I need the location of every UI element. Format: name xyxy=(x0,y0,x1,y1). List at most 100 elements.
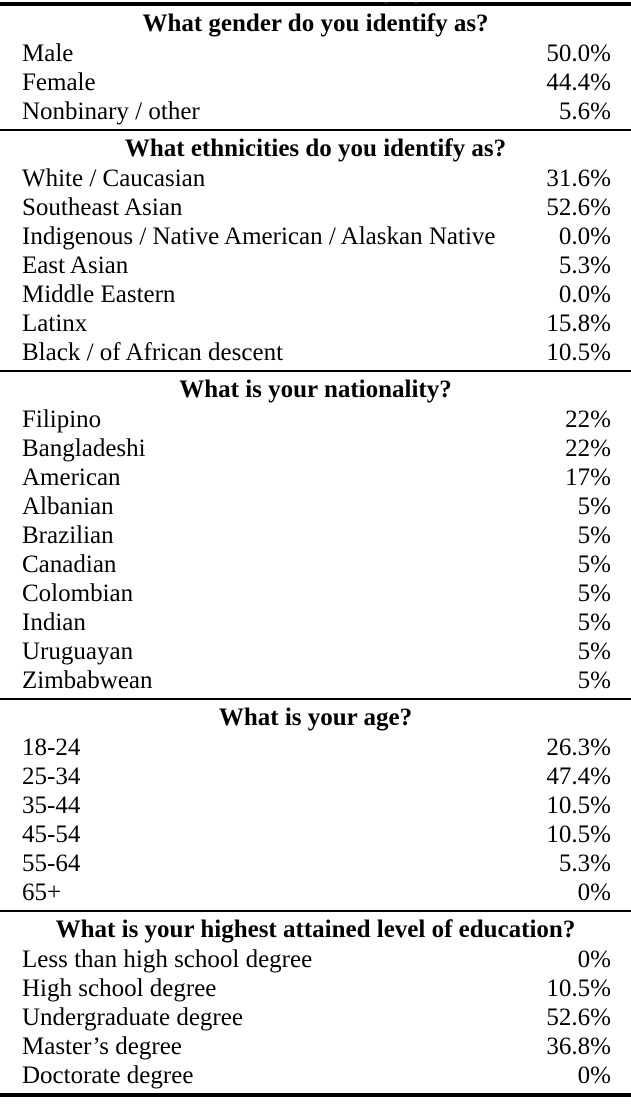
row-label: Bangladeshi xyxy=(22,435,146,462)
row-label: Indian xyxy=(22,609,86,636)
row-value: 5% xyxy=(577,580,611,607)
row-value: 52.6% xyxy=(546,1004,611,1031)
table-section: What gender do you identify as? Male 50.… xyxy=(0,6,631,129)
section-question: What gender do you identify as? xyxy=(142,10,489,37)
table-row: 18-24 26.3% xyxy=(0,733,631,762)
row-label: 25-34 xyxy=(22,763,81,790)
table-row: Less than high school degree 0% xyxy=(0,945,631,974)
row-value: 22% xyxy=(565,435,611,462)
table-row: White / Caucasian 31.6% xyxy=(0,164,631,193)
table-row: Male 50.0% xyxy=(0,39,631,68)
row-label: Uruguayan xyxy=(22,638,134,665)
table-row: American 17% xyxy=(0,463,631,492)
table-bottom-rule xyxy=(0,1093,631,1097)
table-section: What is your nationality? Filipino 22% B… xyxy=(0,372,631,698)
row-value: 47.4% xyxy=(546,763,611,790)
row-value: 17% xyxy=(565,464,611,491)
row-label: Master’s degree xyxy=(22,1033,182,1060)
row-label: Brazilian xyxy=(22,522,114,549)
table-row: Indian 5% xyxy=(0,608,631,637)
row-value: 0% xyxy=(577,1062,611,1089)
table-row: Doctorate degree 0% xyxy=(0,1061,631,1090)
table-row: Female 44.4% xyxy=(0,68,631,97)
table-row: Zimbabwean 5% xyxy=(0,666,631,695)
section-question: What ethnicities do you identify as? xyxy=(124,135,507,162)
row-label: Less than high school degree xyxy=(22,946,313,973)
section-question: What is your age? xyxy=(218,704,413,731)
section-separator-rule xyxy=(0,910,631,912)
row-label: Canadian xyxy=(22,551,117,578)
table-row: Undergraduate degree 52.6% xyxy=(0,1003,631,1032)
table-row: Albanian 5% xyxy=(0,492,631,521)
row-value: 5% xyxy=(577,609,611,636)
row-label: Middle Eastern xyxy=(22,281,176,308)
section-rows: 18-24 26.3% 25-34 47.4% 35-44 10.5% 45-5… xyxy=(0,733,631,907)
section-separator-rule xyxy=(0,698,631,700)
section-question: What is your nationality? xyxy=(179,376,452,403)
table-row: Master’s degree 36.8% xyxy=(0,1032,631,1061)
section-separator-rule xyxy=(0,129,631,131)
row-value: 0.0% xyxy=(558,223,611,250)
caption-descender-mark xyxy=(414,2,418,4)
table-row: 55-64 5.3% xyxy=(0,849,631,878)
table-row: Latinx 15.8% xyxy=(0,309,631,338)
row-value: 5.3% xyxy=(558,252,611,279)
row-value: 31.6% xyxy=(546,165,611,192)
row-label: Undergraduate degree xyxy=(22,1004,243,1031)
section-rows: Less than high school degree 0% High sch… xyxy=(0,945,631,1090)
section-rows: Male 50.0% Female 44.4% Nonbinary / othe… xyxy=(0,39,631,126)
row-label: 35-44 xyxy=(22,792,81,819)
table-row: Filipino 22% xyxy=(0,405,631,434)
row-value: 5% xyxy=(577,522,611,549)
row-value: 10.5% xyxy=(546,339,611,366)
row-label: 65+ xyxy=(22,879,62,906)
row-value: 0% xyxy=(577,946,611,973)
row-value: 26.3% xyxy=(546,734,611,761)
table-row: Brazilian 5% xyxy=(0,521,631,550)
table-row: Black / of African descent 10.5% xyxy=(0,338,631,367)
table-row: 25-34 47.4% xyxy=(0,762,631,791)
table-row: Indigenous / Native American / Alaskan N… xyxy=(0,222,631,251)
row-value: 5.3% xyxy=(558,850,611,877)
table-row: Canadian 5% xyxy=(0,550,631,579)
row-label: High school degree xyxy=(22,975,217,1002)
row-value: 5.6% xyxy=(558,98,611,125)
table-top-rule xyxy=(0,2,631,6)
table-sections-container: What gender do you identify as? Male 50.… xyxy=(0,6,631,1093)
caption-descender-mark xyxy=(384,2,388,4)
row-label: Southeast Asian xyxy=(22,194,183,221)
row-value: 50.0% xyxy=(546,40,611,67)
row-label: Indigenous / Native American / Alaskan N… xyxy=(22,223,496,250)
row-value: 52.6% xyxy=(546,194,611,221)
table-row: East Asian 5.3% xyxy=(0,251,631,280)
row-label: Doctorate degree xyxy=(22,1062,194,1089)
row-label: Albanian xyxy=(22,493,114,520)
table-row: Nonbinary / other 5.6% xyxy=(0,97,631,126)
table-row: 35-44 10.5% xyxy=(0,791,631,820)
row-value: 5% xyxy=(577,667,611,694)
table-section: What is your age? 18-24 26.3% 25-34 47.4… xyxy=(0,700,631,910)
row-label: Colombian xyxy=(22,580,134,607)
row-value: 5% xyxy=(577,551,611,578)
table-section: What is your highest attained level of e… xyxy=(0,912,631,1093)
row-label: American xyxy=(22,464,121,491)
table-row: 65+ 0% xyxy=(0,878,631,907)
table-row: 45-54 10.5% xyxy=(0,820,631,849)
row-value: 36.8% xyxy=(546,1033,611,1060)
row-value: 22% xyxy=(565,406,611,433)
section-separator-rule xyxy=(0,370,631,372)
table-row: High school degree 10.5% xyxy=(0,974,631,1003)
row-value: 44.4% xyxy=(546,69,611,96)
row-label: Filipino xyxy=(22,406,102,433)
row-value: 5% xyxy=(577,638,611,665)
table-section: What ethnicities do you identify as? Whi… xyxy=(0,131,631,370)
table-row: Southeast Asian 52.6% xyxy=(0,193,631,222)
row-value: 10.5% xyxy=(546,821,611,848)
row-label: East Asian xyxy=(22,252,129,279)
row-label: Black / of African descent xyxy=(22,339,284,366)
row-value: 10.5% xyxy=(546,975,611,1002)
table-row: Bangladeshi 22% xyxy=(0,434,631,463)
row-value: 0% xyxy=(577,879,611,906)
row-label: Female xyxy=(22,69,96,96)
